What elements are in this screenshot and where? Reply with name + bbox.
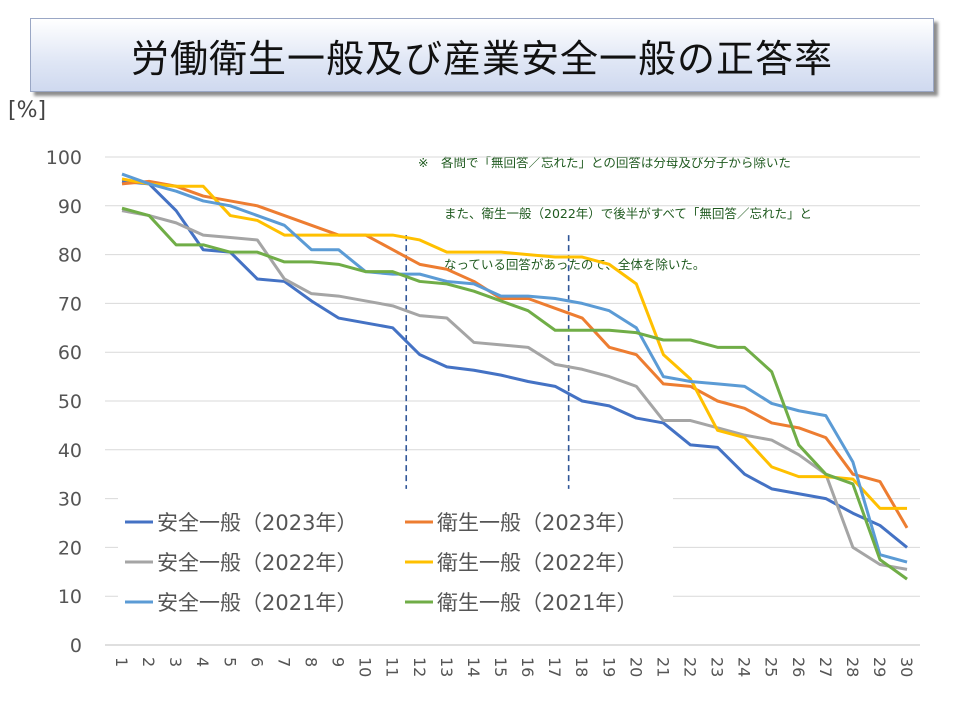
x-tick-label: 13	[437, 657, 456, 677]
series-line-5	[121, 172, 908, 564]
x-tick-label: 26	[789, 657, 808, 677]
y-tick-label: 70	[58, 293, 82, 315]
y-tick-label: 10	[58, 586, 82, 608]
x-tick-label: 24	[735, 657, 754, 677]
x-tick-label: 11	[383, 657, 402, 677]
y-tick-label: 80	[58, 245, 82, 267]
x-tick-label: 6	[247, 657, 266, 667]
note-line-2: また、衛生一般（2022年）で後半がすべて「無回答／忘れた」と	[444, 206, 812, 221]
y-tick-label: 20	[58, 537, 82, 559]
x-tick-label: 22	[680, 657, 699, 677]
legend-label: 安全一般（2022年）	[157, 551, 357, 575]
y-tick-label: 60	[58, 342, 82, 364]
x-tick-label: 7	[274, 657, 293, 667]
x-tick-label: 30	[897, 657, 916, 677]
y-tick-label: 50	[58, 391, 82, 413]
y-tick-label: 30	[58, 489, 82, 511]
x-tick-label: 29	[870, 657, 889, 677]
x-tick-label: 18	[572, 657, 591, 677]
legend-label: 安全一般（2021年）	[157, 591, 357, 615]
x-tick-label: 17	[545, 657, 564, 677]
x-tick-label: 16	[518, 657, 537, 677]
series-line-3	[121, 209, 908, 571]
x-tick-label: 27	[816, 657, 835, 677]
series-line-2	[121, 179, 909, 529]
x-tick-label: 4	[193, 657, 212, 667]
series-line-4	[121, 177, 908, 510]
legend-label: 安全一般（2023年）	[157, 511, 357, 535]
x-tick-label: 5	[220, 657, 239, 667]
x-tick-label: 15	[491, 657, 510, 677]
x-tick-label: 19	[599, 657, 618, 677]
chart-title-box: 労働衛生一般及び産業安全一般の正答率	[30, 18, 934, 92]
x-tick-label: 21	[653, 657, 672, 677]
note-line-1: ※ 各問で「無回答／忘れた」との回答は分母及び分子から除いた	[418, 155, 791, 170]
x-tick-label: 12	[410, 657, 429, 677]
y-tick-label: 90	[58, 196, 82, 218]
series-line-1	[121, 179, 908, 549]
x-tick-label: 1	[112, 657, 131, 667]
note-line-3: なっている回答があったので、全体を除いた。	[444, 257, 706, 272]
legend-label: 衛生一般（2022年）	[437, 551, 637, 575]
y-tick-label: 0	[70, 635, 82, 657]
x-tick-label: 10	[356, 657, 375, 677]
x-tick-label: 25	[762, 657, 781, 677]
y-tick-label: 40	[58, 440, 82, 462]
y-axis-unit: [%]	[8, 98, 47, 123]
x-tick-label: 9	[329, 657, 348, 667]
chart-note: ※ 各問で「無回答／忘れた」との回答は分母及び分子から除いた また、衛生一般（2…	[418, 120, 812, 290]
legend-label: 衛生一般（2023年）	[437, 511, 637, 535]
x-tick-label: 28	[843, 657, 862, 677]
x-tick-label: 2	[139, 657, 158, 667]
x-tick-label: 14	[464, 657, 483, 677]
x-tick-label: 3	[166, 657, 185, 667]
x-tick-label: 8	[301, 657, 320, 667]
chart-title: 労働衛生一般及び産業安全一般の正答率	[130, 36, 833, 81]
legend-box	[118, 496, 673, 622]
x-tick-label: 20	[626, 657, 645, 677]
legend-label: 衛生一般（2021年）	[437, 591, 637, 615]
series-line-6	[121, 206, 908, 581]
y-tick-label: 100	[46, 147, 82, 169]
x-tick-label: 23	[708, 657, 727, 677]
